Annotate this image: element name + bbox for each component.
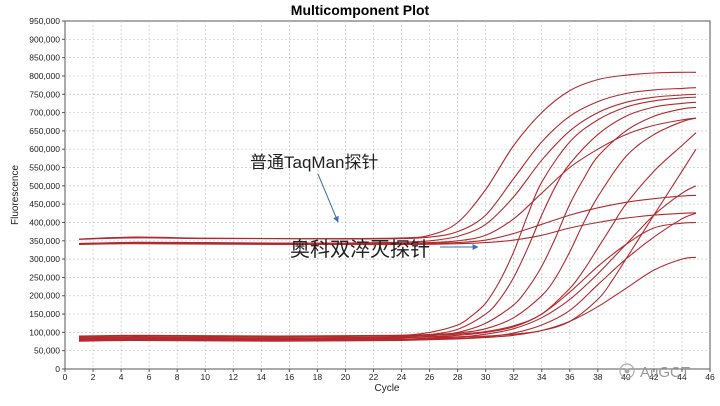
x-tick-label: 18 bbox=[313, 372, 323, 382]
series-group bbox=[78, 71, 697, 342]
x-tick-label: 6 bbox=[147, 372, 152, 382]
x-tick-label: 10 bbox=[200, 372, 210, 382]
x-axis-ticks: 0 2 4 6 8 10 12 14 16 18 20 22 24 26 28 30 32 34 36 38 40 42 4… bbox=[63, 369, 715, 382]
x-tick-label: 42 bbox=[649, 372, 659, 382]
x-tick-label: 46 bbox=[705, 372, 715, 382]
series-line-5 bbox=[78, 194, 697, 245]
y-tick-label: 600,000 bbox=[29, 144, 60, 154]
x-tick-label: 30 bbox=[481, 372, 491, 382]
series-line-12 bbox=[78, 185, 697, 341]
watermark: AuGCT bbox=[619, 363, 690, 381]
y-axis-ticks: 0 50,000 100,000 150,000 200,000 250,000 300,0… bbox=[29, 16, 65, 374]
annotation-taqman: 普通TaqMan探针 bbox=[250, 153, 378, 172]
y-tick-label: 50,000 bbox=[34, 346, 60, 356]
x-tick-label: 28 bbox=[453, 372, 463, 382]
series-line-13 bbox=[78, 212, 697, 341]
x-tick-label: 32 bbox=[509, 372, 519, 382]
series-line-10 bbox=[78, 117, 697, 337]
y-tick-label: 150,000 bbox=[29, 309, 60, 319]
y-tick-label: 0 bbox=[55, 364, 60, 374]
x-tick-label: 2 bbox=[91, 372, 96, 382]
series-line-16 bbox=[78, 221, 697, 339]
y-tick-label: 300,000 bbox=[29, 254, 60, 264]
series-line-6 bbox=[78, 212, 697, 246]
y-tick-label: 400,000 bbox=[29, 217, 60, 227]
y-tick-label: 500,000 bbox=[29, 181, 60, 191]
y-tick-label: 800,000 bbox=[29, 71, 60, 81]
x-tick-label: 26 bbox=[425, 372, 435, 382]
grid bbox=[65, 21, 710, 369]
x-tick-label: 44 bbox=[677, 372, 687, 382]
x-tick-label: 4 bbox=[119, 372, 124, 382]
x-tick-label: 38 bbox=[593, 372, 603, 382]
y-tick-label: 850,000 bbox=[29, 53, 60, 63]
y-tick-label: 450,000 bbox=[29, 199, 60, 209]
plot-area bbox=[64, 20, 711, 370]
chart-title: Multicomponent Plot bbox=[291, 2, 430, 18]
x-tick-label: 40 bbox=[621, 372, 631, 382]
y-tick-label: 200,000 bbox=[29, 291, 60, 301]
y-tick-label: 650,000 bbox=[29, 126, 60, 136]
x-tick-label: 22 bbox=[369, 372, 379, 382]
x-tick-label: 24 bbox=[397, 372, 407, 382]
y-tick-label: 750,000 bbox=[29, 89, 60, 99]
x-tick-label: 16 bbox=[285, 372, 295, 382]
series-line-11 bbox=[78, 132, 697, 338]
series-line-15 bbox=[78, 256, 697, 342]
watermark-logo-icon bbox=[619, 363, 635, 379]
series-line-9 bbox=[78, 106, 697, 340]
y-tick-label: 250,000 bbox=[29, 272, 60, 282]
y-axis-label: Fluorescence bbox=[10, 165, 21, 225]
watermark-text: AuGCT bbox=[640, 364, 690, 381]
x-tick-label: 14 bbox=[257, 372, 267, 382]
y-tick-label: 350,000 bbox=[29, 236, 60, 246]
y-tick-label: 900,000 bbox=[29, 34, 60, 44]
watermark-logo-dot bbox=[624, 368, 630, 374]
x-axis-label: Cycle bbox=[374, 383, 399, 394]
y-tick-label: 100,000 bbox=[29, 327, 60, 337]
x-tick-label: 36 bbox=[565, 372, 575, 382]
annotation-double-quench: 奥科双淬灭探针 bbox=[290, 238, 430, 261]
x-tick-label: 8 bbox=[175, 372, 180, 382]
annotation-taqman-arrow bbox=[317, 173, 339, 223]
y-tick-label: 550,000 bbox=[29, 163, 60, 173]
x-tick-label: 34 bbox=[537, 372, 547, 382]
series-line-2 bbox=[78, 87, 697, 240]
x-tick-label: 0 bbox=[63, 372, 68, 382]
y-tick-label: 700,000 bbox=[29, 108, 60, 118]
x-tick-label: 20 bbox=[341, 372, 351, 382]
x-tick-label: 12 bbox=[229, 372, 239, 382]
y-tick-label: 950,000 bbox=[29, 16, 60, 26]
